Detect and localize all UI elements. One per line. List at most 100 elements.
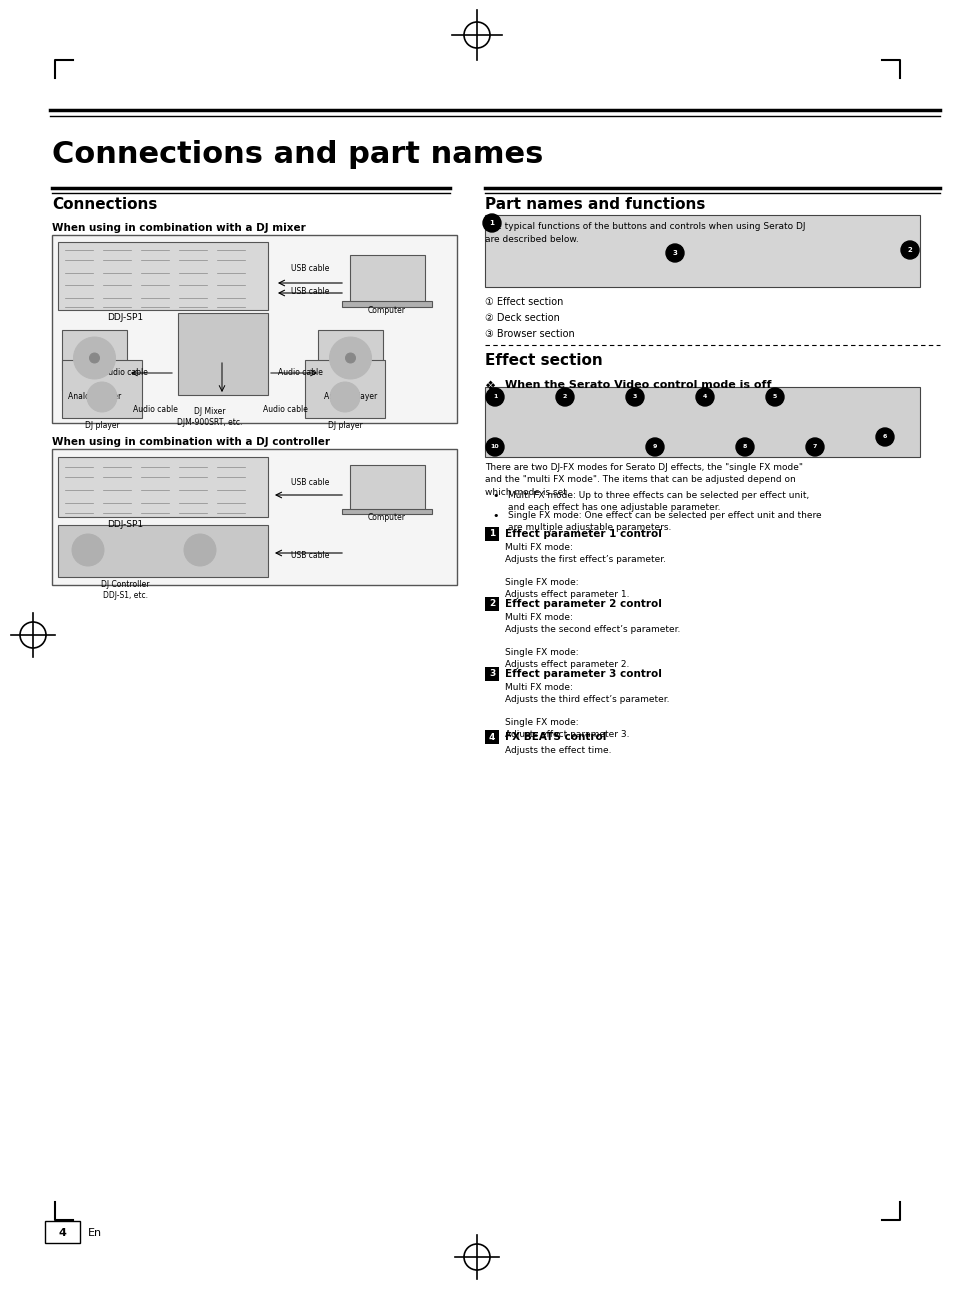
Text: DJ Controller
DDJ-S1, etc.: DJ Controller DDJ-S1, etc. (101, 580, 149, 600)
Circle shape (87, 382, 117, 412)
Text: 7: 7 (812, 444, 817, 449)
Text: 3: 3 (632, 395, 637, 399)
Text: 10: 10 (490, 444, 498, 449)
FancyBboxPatch shape (484, 215, 919, 287)
FancyBboxPatch shape (45, 1221, 80, 1243)
FancyBboxPatch shape (62, 330, 127, 390)
Text: Multi FX mode:
Adjusts the first effect’s parameter.

Single FX mode:
Adjusts ef: Multi FX mode: Adjusts the first effect’… (504, 543, 665, 600)
Circle shape (665, 243, 683, 262)
FancyBboxPatch shape (178, 313, 268, 395)
Text: ③ Browser section: ③ Browser section (484, 329, 574, 339)
Text: 1: 1 (488, 530, 495, 539)
Circle shape (765, 388, 783, 407)
Text: When using in combination with a DJ controller: When using in combination with a DJ cont… (52, 436, 330, 447)
Circle shape (485, 438, 503, 456)
Text: DDJ-SP1: DDJ-SP1 (107, 521, 143, 528)
Text: 4: 4 (58, 1228, 67, 1238)
Text: Multi FX mode:
Adjusts the third effect’s parameter.

Single FX mode:
Adjusts ef: Multi FX mode: Adjusts the third effect’… (504, 682, 669, 739)
Text: The typical functions of the buttons and controls when using Serato DJ
are descr: The typical functions of the buttons and… (484, 221, 804, 243)
Text: DJ Mixer
DJM-900SRT, etc.: DJ Mixer DJM-900SRT, etc. (177, 407, 242, 427)
Text: Audio cable: Audio cable (103, 369, 148, 378)
Text: Adjusts the effect time.: Adjusts the effect time. (504, 746, 611, 755)
Text: 3: 3 (488, 670, 495, 679)
Text: ❖: ❖ (484, 379, 496, 392)
Circle shape (875, 429, 893, 445)
FancyBboxPatch shape (341, 300, 432, 307)
Text: 4: 4 (488, 733, 495, 742)
Circle shape (900, 241, 918, 259)
Circle shape (645, 438, 663, 456)
Text: 3: 3 (672, 250, 677, 256)
Text: Analog player: Analog player (68, 392, 121, 401)
FancyBboxPatch shape (52, 234, 456, 423)
Text: FX BEATS control: FX BEATS control (504, 732, 606, 742)
Text: 4: 4 (702, 395, 706, 399)
Circle shape (71, 534, 104, 566)
Text: 1: 1 (489, 220, 494, 227)
Text: Connections and part names: Connections and part names (52, 140, 543, 170)
Text: DJ player: DJ player (327, 421, 362, 430)
Text: Audio cable: Audio cable (262, 405, 307, 414)
Circle shape (556, 388, 574, 407)
Text: Audio cable: Audio cable (132, 405, 177, 414)
FancyBboxPatch shape (484, 527, 498, 541)
Text: 5: 5 (772, 395, 777, 399)
FancyBboxPatch shape (350, 255, 424, 303)
Text: Effect parameter 1 control: Effect parameter 1 control (504, 528, 661, 539)
Circle shape (73, 337, 115, 379)
FancyBboxPatch shape (58, 457, 268, 517)
FancyBboxPatch shape (341, 509, 432, 514)
Text: There are two DJ-FX modes for Serato DJ effects, the "single FX mode"
and the "m: There are two DJ-FX modes for Serato DJ … (484, 464, 802, 497)
Text: Effect parameter 2 control: Effect parameter 2 control (504, 600, 661, 609)
Text: ① Effect section: ① Effect section (484, 297, 563, 307)
Circle shape (184, 534, 215, 566)
Text: Analog player: Analog player (323, 392, 376, 401)
Text: Part names and functions: Part names and functions (484, 197, 704, 212)
Text: When using in combination with a DJ mixer: When using in combination with a DJ mixe… (52, 223, 305, 233)
FancyBboxPatch shape (484, 387, 919, 457)
Text: Audio cable: Audio cable (277, 369, 322, 378)
Text: Effect section: Effect section (484, 354, 602, 368)
FancyBboxPatch shape (52, 449, 456, 585)
FancyBboxPatch shape (305, 360, 385, 418)
Text: Computer: Computer (368, 306, 406, 315)
Circle shape (482, 214, 500, 232)
Circle shape (696, 388, 713, 407)
Circle shape (345, 354, 355, 363)
FancyBboxPatch shape (58, 524, 268, 578)
Text: 2: 2 (488, 600, 495, 609)
Text: DDJ-SP1: DDJ-SP1 (107, 313, 143, 322)
Text: Computer: Computer (368, 513, 406, 522)
FancyBboxPatch shape (484, 667, 498, 681)
Text: En: En (88, 1228, 102, 1238)
Text: Single FX mode: One effect can be selected per effect unit and there
are multipl: Single FX mode: One effect can be select… (507, 512, 821, 532)
Text: When the Serato Video control mode is off: When the Serato Video control mode is of… (504, 379, 771, 390)
Circle shape (625, 388, 643, 407)
FancyBboxPatch shape (350, 465, 424, 510)
Text: USB cable: USB cable (291, 287, 329, 297)
FancyBboxPatch shape (317, 330, 382, 390)
Text: 8: 8 (742, 444, 746, 449)
Text: ② Deck section: ② Deck section (484, 313, 559, 322)
Circle shape (90, 354, 99, 363)
Text: Effect parameter 3 control: Effect parameter 3 control (504, 670, 661, 679)
Circle shape (485, 388, 503, 407)
Circle shape (329, 337, 371, 379)
Text: Multi FX mode: Up to three effects can be selected per effect unit,
and each eff: Multi FX mode: Up to three effects can b… (507, 491, 808, 512)
Text: 1: 1 (493, 395, 497, 399)
Text: 6: 6 (882, 435, 886, 439)
FancyBboxPatch shape (484, 597, 498, 611)
Circle shape (330, 382, 359, 412)
Text: USB cable: USB cable (291, 264, 329, 273)
Text: •: • (492, 491, 498, 501)
Text: •: • (492, 512, 498, 521)
Text: USB cable: USB cable (291, 550, 329, 559)
FancyBboxPatch shape (58, 242, 268, 310)
Text: 2: 2 (562, 395, 567, 399)
Text: 2: 2 (906, 247, 911, 253)
Circle shape (735, 438, 753, 456)
Text: Multi FX mode:
Adjusts the second effect’s parameter.

Single FX mode:
Adjusts e: Multi FX mode: Adjusts the second effect… (504, 613, 679, 670)
Text: DJ player: DJ player (85, 421, 119, 430)
FancyBboxPatch shape (484, 730, 498, 745)
Text: USB cable: USB cable (291, 478, 329, 487)
